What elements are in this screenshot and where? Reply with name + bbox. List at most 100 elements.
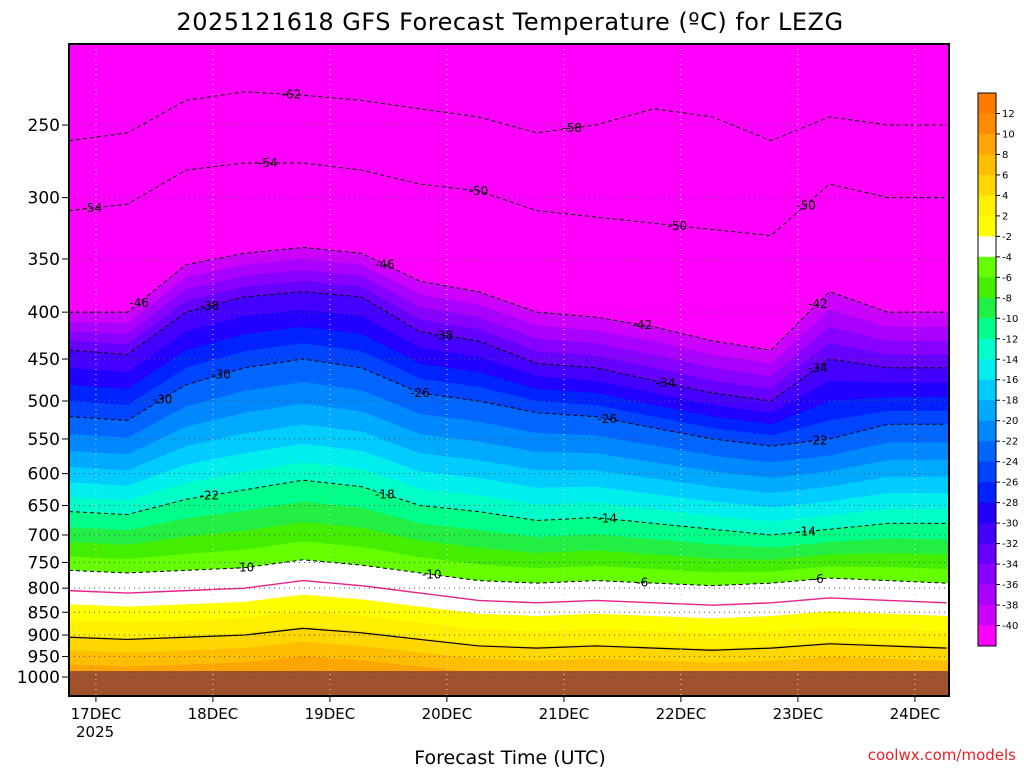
colorbar-swatch <box>978 154 996 176</box>
y-tick-label: 950 <box>28 648 60 668</box>
colorbar: 12 10 8 6 4 2 -2 -4 -6 -8 -10 -12 -14 -16 -18 -20 -22 -24… <box>977 92 1018 647</box>
colorbar-tick-label: -14 <box>1002 355 1018 366</box>
colorbar-swatch <box>978 502 996 524</box>
contour-label: -50 <box>668 219 688 233</box>
colorbar-swatch <box>978 564 996 586</box>
x-tick-label: 17DEC <box>71 705 122 723</box>
contour-label: -34 <box>656 376 676 390</box>
colorbar-frame <box>977 92 997 647</box>
colorbar-tick-label: -40 <box>1002 621 1018 632</box>
contour-label: -10 <box>422 567 442 581</box>
y-tick-label: 750 <box>28 553 60 573</box>
contour-label: -6 <box>812 572 824 586</box>
x-tick-label: 19DEC <box>305 705 356 723</box>
contour-label: -6 <box>636 576 648 590</box>
plot-area: -62 -58 -54 -54 -50 -50 -50 -46 -46 -42 -42 -38 -38 -… <box>69 44 949 696</box>
contour-label: -50 <box>796 198 816 212</box>
contour-label: -14 <box>597 512 617 526</box>
y-tick-label: 550 <box>28 430 60 450</box>
contour-label: -50 <box>469 184 489 198</box>
colorbar-swatch <box>978 318 996 340</box>
y-tick-label: 650 <box>28 496 60 516</box>
contour-lines <box>69 91 947 651</box>
contour-label: -38 <box>200 299 220 313</box>
contour-label: -10 <box>235 561 255 575</box>
colorbar-swatch <box>978 379 996 401</box>
colorbar-swatch <box>978 236 996 258</box>
y-tick-label: 500 <box>28 392 60 412</box>
x-tick-label: 23DEC <box>773 705 824 723</box>
contour-line <box>69 246 947 351</box>
colorbar-swatch <box>978 359 996 381</box>
contour-label: -46 <box>129 296 149 310</box>
contour-label: -18 <box>375 487 395 501</box>
credit-text: coolwx.com/models <box>868 746 1016 764</box>
colorbar-swatch <box>978 256 996 278</box>
contour-label: -58 <box>562 121 582 135</box>
contour-label: -14 <box>796 525 816 539</box>
y-tick-label: 900 <box>28 626 60 646</box>
y-tick-label: 800 <box>28 579 60 599</box>
y-axis: 250 300 350 400 450 500 550 600 650 700 750 800 850 9… <box>17 116 69 688</box>
y-tick-label: 700 <box>28 526 60 546</box>
colorbar-tick-label: 6 <box>1002 170 1008 181</box>
colorbar-swatch <box>978 441 996 463</box>
contour-label: -42 <box>632 318 652 332</box>
contour-label: -46 <box>375 258 395 272</box>
colorbar-tick-label: 10 <box>1002 129 1015 140</box>
colorbar-swatch <box>978 174 996 196</box>
colorbar-swatch <box>978 215 996 237</box>
colorbar-tick-label: -36 <box>1002 580 1018 591</box>
contour-line-6 <box>69 627 947 651</box>
colorbar-tick-label: -4 <box>1002 252 1012 263</box>
contour-label: -38 <box>434 328 454 342</box>
x-axis-year: 2025 <box>76 723 114 741</box>
y-tick-label: 300 <box>28 189 60 209</box>
colorbar-tick-label: 4 <box>1002 191 1008 202</box>
colorbar-swatch <box>978 277 996 299</box>
contour-label: -54 <box>83 201 103 215</box>
colorbar-tick-label: -6 <box>1002 273 1012 284</box>
contour-line <box>69 479 947 536</box>
colorbar-swatch <box>978 338 996 360</box>
x-axis-label: Forecast Time (UTC) <box>414 747 605 768</box>
contour-labels: -62 -58 -54 -54 -50 -50 -50 -46 -46 -42 -42 -38 -38 -… <box>83 88 828 590</box>
contour-line <box>69 91 947 142</box>
colorbar-tick-label: -20 <box>1002 416 1018 427</box>
colorbar-tick-label: -28 <box>1002 498 1018 509</box>
colorbar-swatch <box>978 93 996 114</box>
contour-label: -62 <box>281 88 301 102</box>
colorbar-swatch <box>978 297 996 319</box>
grid-lines <box>69 44 949 696</box>
colorbar-swatch <box>978 605 996 627</box>
x-tick-label: 18DEC <box>188 705 239 723</box>
x-tick-label: 21DEC <box>539 705 590 723</box>
colorbar-tick-label: -16 <box>1002 375 1018 386</box>
colorbar-tick-label: -8 <box>1002 293 1012 304</box>
contour-label: -30 <box>153 392 173 406</box>
colorbar-tick-label: -26 <box>1002 478 1018 489</box>
contour-line <box>69 162 947 237</box>
colorbar-tick-label: -2 <box>1002 232 1012 243</box>
y-tick-label: 350 <box>28 250 60 270</box>
contour-line <box>69 358 947 447</box>
x-axis: 17DEC 18DEC 19DEC 20DEC 21DEC 22DEC 23DEC 24DEC <box>71 696 940 723</box>
contour-label: -26 <box>410 386 430 400</box>
contour-line <box>69 291 947 402</box>
colorbar-swatch <box>978 113 996 135</box>
contour-label: -22 <box>200 489 220 503</box>
contour-label: -54 <box>258 156 278 170</box>
colorbar-tick-label: -30 <box>1002 519 1018 530</box>
colorbar-swatch <box>978 133 996 155</box>
colorbar-swatch <box>978 543 996 565</box>
colorbar-tick-label: 2 <box>1002 211 1008 222</box>
colorbar-swatch <box>978 523 996 545</box>
contour-label: -26 <box>597 412 617 426</box>
colorbar-tick-label: -38 <box>1002 601 1018 612</box>
colorbar-swatch <box>978 400 996 422</box>
temperature-bands <box>69 234 949 696</box>
y-tick-label: 850 <box>28 603 60 623</box>
colorbar-tick-label: -32 <box>1002 539 1018 550</box>
y-tick-label: 600 <box>28 465 60 485</box>
